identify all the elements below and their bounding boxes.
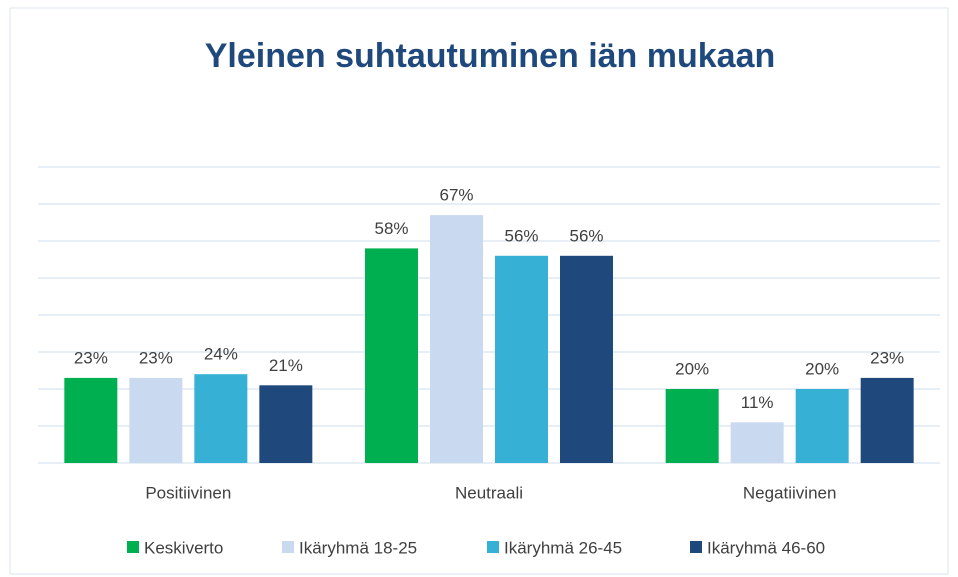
legend-swatch xyxy=(487,541,499,553)
bar xyxy=(64,377,118,463)
data-label: 56% xyxy=(569,226,603,245)
legend-swatch xyxy=(690,541,702,553)
bar xyxy=(495,255,548,463)
legend-label: Ikäryhmä 26-45 xyxy=(504,538,622,557)
bar xyxy=(795,389,849,463)
bar xyxy=(665,389,719,463)
data-label: 21% xyxy=(269,356,303,375)
bar xyxy=(430,215,483,463)
data-label: 23% xyxy=(139,348,173,367)
bar xyxy=(730,422,784,463)
legend-label: Ikäryhmä 46-60 xyxy=(707,538,825,557)
data-label: 58% xyxy=(374,219,408,238)
data-label: 67% xyxy=(439,186,473,205)
data-label: 20% xyxy=(805,359,839,378)
data-label: 23% xyxy=(870,348,904,367)
bar xyxy=(194,374,248,463)
legend-label: Keskiverto xyxy=(144,538,223,557)
bar xyxy=(365,248,418,463)
legend-swatch xyxy=(282,541,294,553)
bar xyxy=(860,377,914,463)
x-tick-label: Negatiivinen xyxy=(743,483,837,502)
data-label: 11% xyxy=(741,393,774,412)
legend-label: Ikäryhmä 18-25 xyxy=(299,538,417,557)
x-tick-label: Positiivinen xyxy=(145,483,231,502)
bar xyxy=(259,385,313,463)
legend-swatch xyxy=(127,541,139,553)
bar xyxy=(129,377,183,463)
data-label: 23% xyxy=(74,348,108,367)
bar xyxy=(560,255,613,463)
chart-title: Yleinen suhtautuminen iän mukaan xyxy=(205,37,776,75)
data-label: 56% xyxy=(504,226,538,245)
data-label: 20% xyxy=(675,359,709,378)
x-tick-label: Neutraali xyxy=(455,483,523,502)
data-label: 24% xyxy=(204,345,238,364)
